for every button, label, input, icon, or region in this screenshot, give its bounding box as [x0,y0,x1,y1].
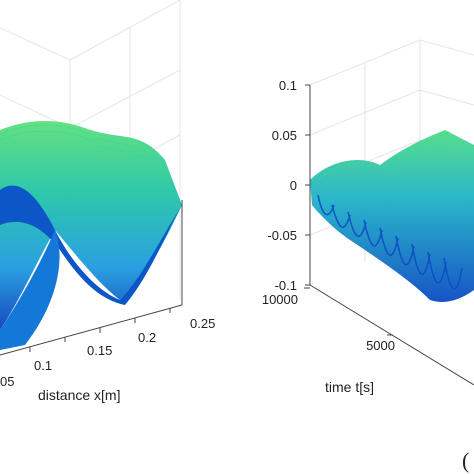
x-tick-label: 05 [0,374,14,389]
right-surface [310,130,474,302]
x-tick-label: 0.1 [34,358,52,373]
t-axis-label: time t[s] [325,379,374,395]
x-tick-label: 0.25 [190,316,215,331]
t-tick-label: 5000 [366,338,395,353]
z-tick-label: 0 [290,178,297,193]
z-tick-label: 0.1 [279,78,297,93]
x-axis-label: distance x[m] [38,387,120,403]
right-t-ticks [304,287,393,336]
x-tick-label: 0.2 [138,330,156,345]
z-tick-label: -0.1 [275,278,297,293]
left-x-ticks [29,308,171,352]
z-tick-label: -0.05 [267,228,297,243]
z-tick-label: 0.05 [272,128,297,143]
left-panel: 05 0.1 0.15 0.2 0.25 distance x[m] [0,0,215,403]
panel-label: ( [462,448,469,473]
left-surface [0,121,182,350]
t-tick-label: 10000 [262,292,298,307]
x-tick-label: 0.15 [87,343,112,358]
left-axis-lines [0,200,183,356]
right-panel: 0.1 0.05 0 -0.05 -0.1 10000 5000 time t[… [262,39,474,395]
